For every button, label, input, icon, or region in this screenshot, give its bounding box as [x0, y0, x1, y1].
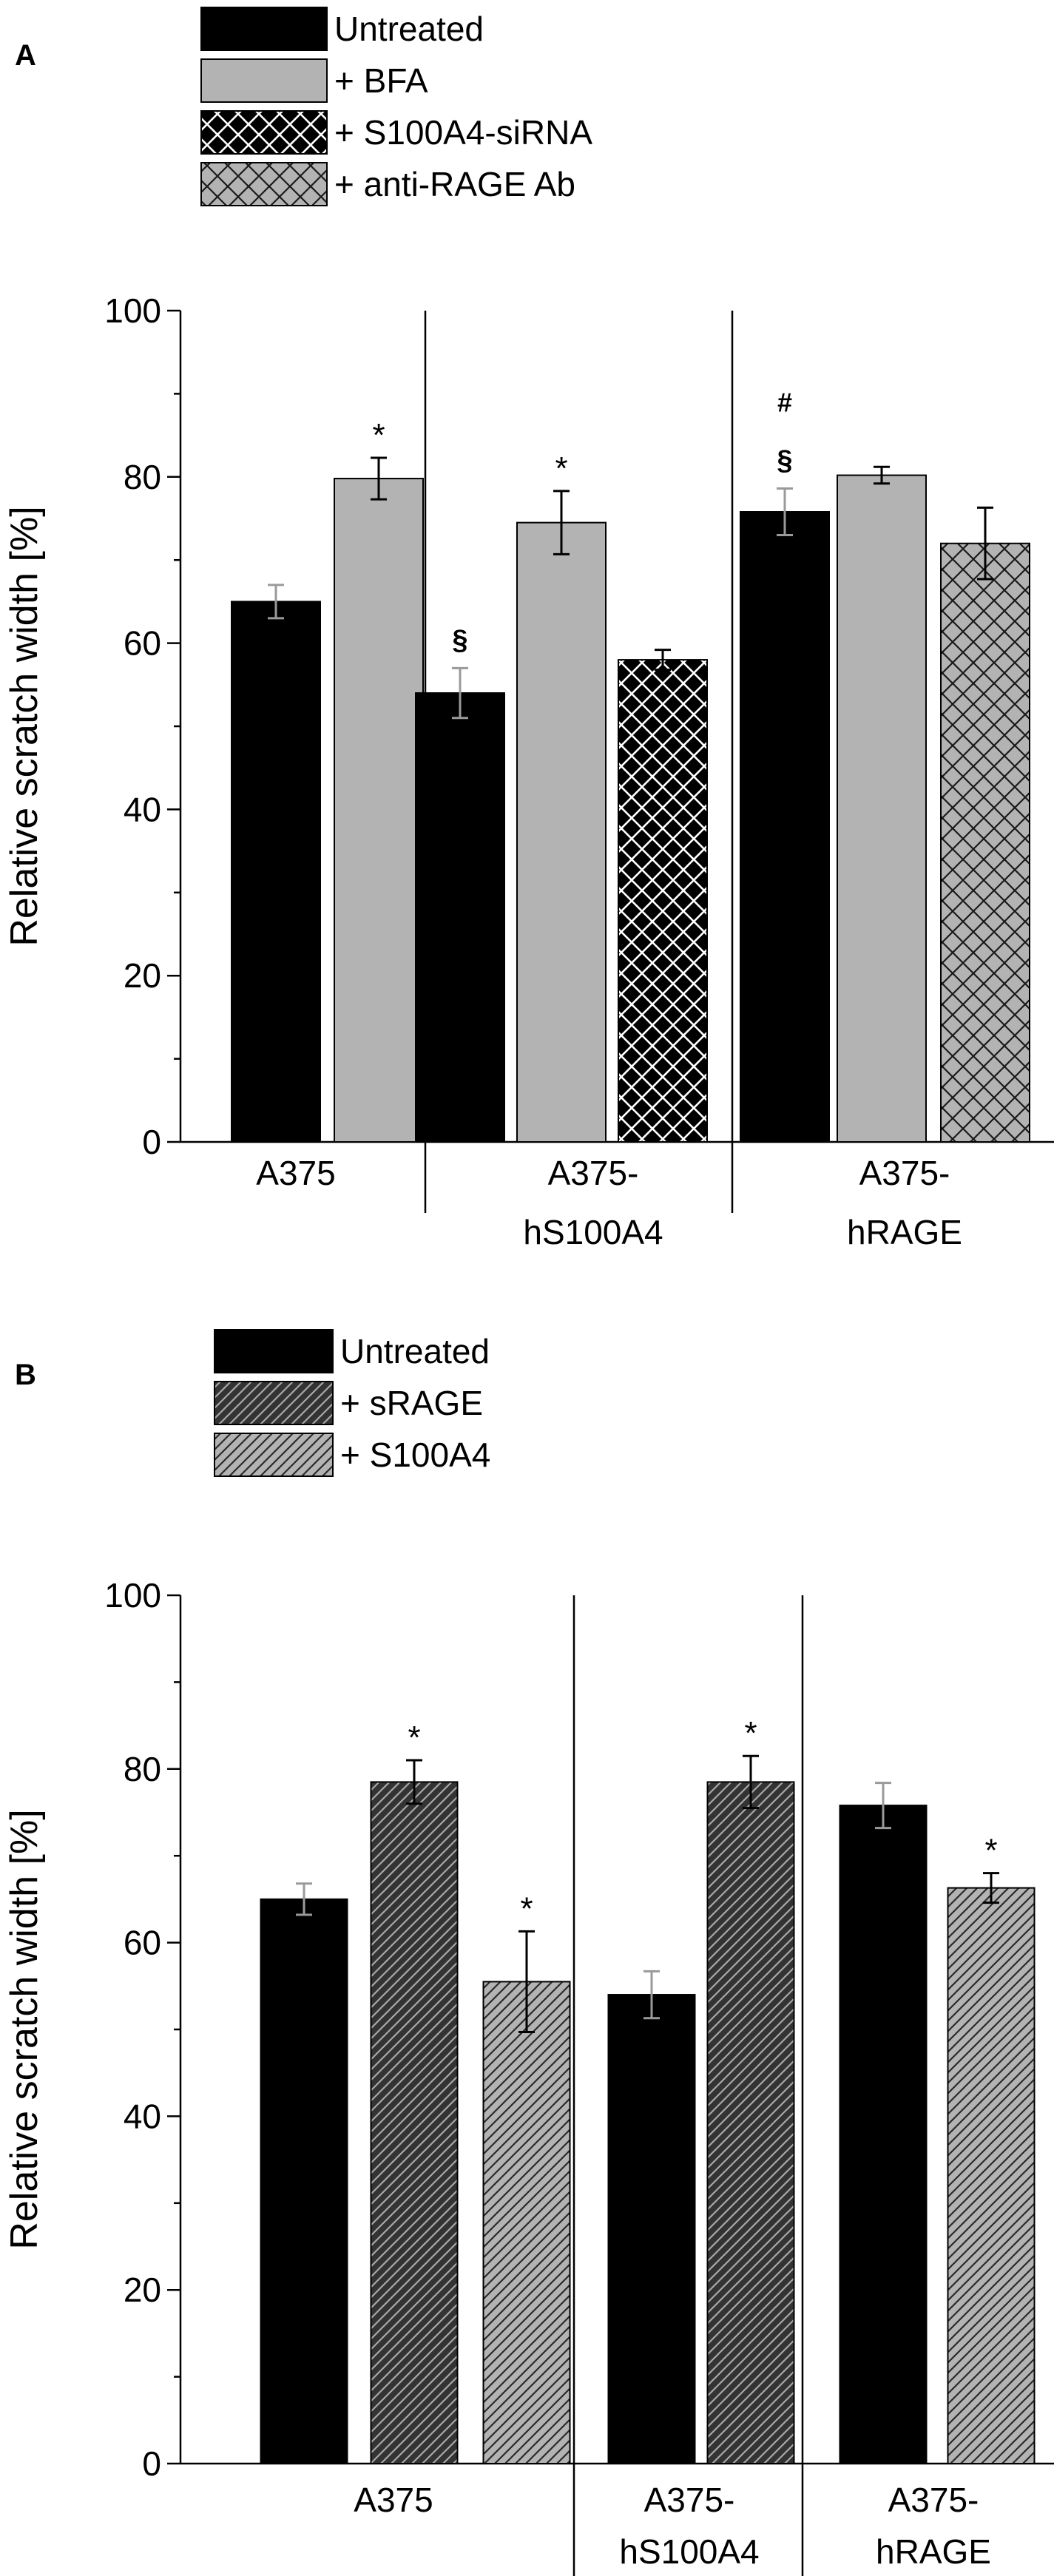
bar-a375-hrage-bfa: [837, 474, 927, 1143]
y-tick-label-60: 60: [124, 1924, 161, 1962]
significance-mark: *: [372, 417, 385, 453]
bar-a375-untreated: [260, 1898, 348, 2464]
y-tick-label-40: 40: [124, 2097, 161, 2135]
bar-a375-hs100a4-srage: [706, 1781, 795, 2464]
panel-a-svg: A Untreated + BFA + S100A4-siRNA + anti-RAGE…: [3, 7, 1054, 1251]
y-tick-label-40: 40: [124, 790, 161, 828]
bar-a375-bfa: [334, 478, 424, 1143]
legend-label-s100a4: + S100A4: [340, 1436, 490, 1474]
legend-label-bfa: + BFA: [334, 61, 428, 100]
x-category-label: A375-: [888, 2481, 979, 2519]
y-tick-label-100: 100: [104, 1576, 161, 1615]
y-tick-label-20: 20: [124, 2271, 161, 2309]
bar-a375-srage: [370, 1781, 459, 2464]
y-tick-label-20: 20: [124, 956, 161, 995]
y-tick-label-80: 80: [124, 1750, 161, 1788]
panel-b-svg: B Untreated + sRAGE + S100A4 0 20 40 60 80 100 Rel…: [3, 1329, 1054, 2576]
legend-label-s100a4-sirna: + S100A4-siRNA: [334, 113, 592, 152]
bar-a375-hrage-untreated: [740, 511, 830, 1143]
legend-swatch-anti-rage-ab: [200, 162, 328, 206]
y-tick-label-80: 80: [124, 458, 161, 496]
y-tick-label-0: 0: [142, 1123, 161, 1161]
y-axis-title: Relative scratch width [%]: [3, 1809, 46, 2249]
legend-label-untreated: Untreated: [334, 10, 484, 48]
legend-label-anti-rage-ab: + anti-RAGE Ab: [334, 165, 575, 203]
bar-a375-hs100a4-bfa: [516, 521, 607, 1143]
y-tick-label-0: 0: [142, 2444, 161, 2483]
x-category-label: A375: [256, 1154, 335, 1192]
x-category-label: hRAGE: [876, 2532, 991, 2571]
legend-swatch-bfa: [200, 58, 328, 103]
bar-a375-s100a4: [482, 1981, 571, 2464]
x-category-label: A375: [354, 2481, 433, 2519]
y-axis-title: Relative scratch width [%]: [3, 506, 46, 946]
x-category-label: A375-: [859, 1154, 950, 1192]
panel-label: A: [15, 39, 36, 72]
y-tick-label-60: 60: [124, 624, 161, 663]
legend-swatch-untreated: [200, 7, 328, 51]
bar-a375-hrage-untreated: [839, 1805, 928, 2464]
x-category-label: hS100A4: [523, 1213, 663, 1251]
significance-mark: §: [777, 445, 792, 476]
legend-label-srage: + sRAGE: [340, 1384, 483, 1422]
legend-swatch-srage: [214, 1381, 334, 1425]
significance-mark: *: [408, 1720, 420, 1756]
significance-mark: *: [984, 1833, 997, 1869]
bar-a375-hs100a4-untreated: [415, 692, 505, 1143]
significance-mark: *: [520, 1890, 533, 1927]
legend-swatch-untreated: [214, 1329, 334, 1373]
x-category-label: A375-: [644, 2481, 735, 2519]
panel-a-chart: A Untreated + BFA + S100A4-siRNA + anti-RAGE…: [0, 0, 1054, 1272]
x-category-label: hRAGE: [847, 1213, 962, 1251]
significance-mark: *: [555, 450, 567, 487]
significance-mark: §: [452, 624, 467, 655]
x-category-label: A375-: [548, 1154, 639, 1192]
legend-swatch-s100a4-sirna: [200, 110, 328, 155]
bar-a375-hrage-anti-rage-ab: [940, 542, 1030, 1143]
significance-mark: *: [744, 1715, 757, 1751]
significance-mark: #: [777, 388, 792, 418]
y-tick-label-100: 100: [104, 291, 161, 330]
bar-a375-hs100a4-s100a4-sirna: [618, 659, 708, 1143]
legend-label-untreated: Untreated: [340, 1332, 490, 1370]
bar-a375-hs100a4-untreated: [607, 1994, 696, 2464]
bar-a375-untreated: [231, 601, 321, 1143]
panel-b-chart: B Untreated + sRAGE + S100A4 0 20 40 60 80 100 Rel…: [0, 1302, 1054, 2576]
panel-label: B: [15, 1359, 36, 1391]
bar-a375-hrage-s100a4: [947, 1887, 1036, 2464]
x-category-label: hS100A4: [619, 2532, 759, 2571]
legend-swatch-s100a4: [214, 1433, 334, 1477]
